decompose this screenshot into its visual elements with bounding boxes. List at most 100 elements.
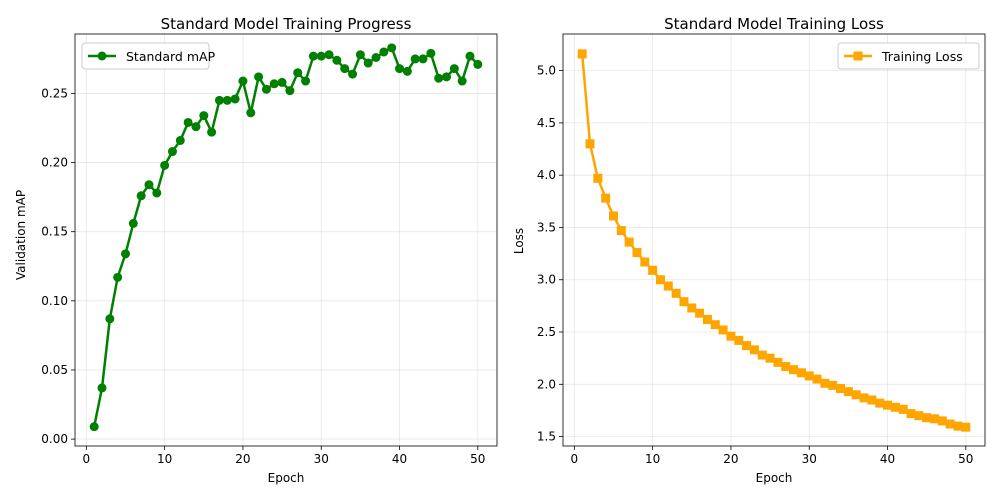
data-point xyxy=(261,84,271,94)
data-point xyxy=(387,43,397,53)
y-tick-label: 3.5 xyxy=(537,220,556,234)
data-point xyxy=(434,73,444,83)
data-point xyxy=(687,303,697,313)
y-tick-label: 0.25 xyxy=(41,86,68,100)
legend: Training Loss xyxy=(837,42,980,70)
data-point xyxy=(113,272,123,282)
data-point xyxy=(285,86,295,96)
x-tick-label: 10 xyxy=(645,452,660,466)
data-point xyxy=(348,69,358,79)
data-point xyxy=(199,111,209,121)
data-point xyxy=(890,402,900,412)
data-point xyxy=(671,288,681,298)
data-point xyxy=(961,422,971,432)
data-point xyxy=(757,350,767,360)
legend-box xyxy=(81,42,210,70)
data-point xyxy=(601,193,611,203)
y-tick-label: 0.20 xyxy=(41,156,68,170)
data-point xyxy=(836,383,846,393)
data-point xyxy=(710,320,720,330)
axes-frame xyxy=(562,33,986,447)
data-point xyxy=(616,226,626,236)
data-point xyxy=(875,398,885,408)
data-point xyxy=(105,314,115,324)
data-point xyxy=(593,173,603,183)
y-tick-label: 4.0 xyxy=(537,168,556,182)
data-point xyxy=(355,50,365,60)
x-tick-label: 40 xyxy=(392,452,407,466)
data-point xyxy=(230,94,240,104)
legend-marker-swatch xyxy=(853,51,863,61)
y-tick-label: 4.5 xyxy=(537,116,556,130)
data-point xyxy=(144,180,154,190)
x-tick-label: 20 xyxy=(723,452,738,466)
data-point xyxy=(883,400,893,410)
data-point xyxy=(254,72,264,82)
data-point xyxy=(152,188,162,198)
data-point xyxy=(301,76,311,86)
data-point xyxy=(679,297,689,307)
x-tick-label: 0 xyxy=(83,452,91,466)
data-point xyxy=(418,54,428,64)
x-axis-label: Epoch xyxy=(268,471,305,485)
data-point xyxy=(293,68,303,78)
y-axis-label: Validation mAP xyxy=(14,190,28,280)
data-point xyxy=(97,383,107,393)
data-point xyxy=(702,314,712,324)
data-point xyxy=(316,51,326,61)
data-point xyxy=(749,345,759,355)
y-tick-label: 3.0 xyxy=(537,273,556,287)
data-point xyxy=(789,365,799,375)
x-tick-label: 10 xyxy=(157,452,172,466)
data-point xyxy=(632,248,642,258)
x-axis-label: Epoch xyxy=(756,471,793,485)
data-point xyxy=(128,218,138,228)
data-point xyxy=(160,160,170,170)
legend-label: Training Loss xyxy=(881,49,963,64)
map-chart-panel: Standard Model Training Progress Epoch V… xyxy=(14,15,498,485)
data-point xyxy=(851,390,861,400)
data-point xyxy=(663,281,673,291)
legend-marker-swatch xyxy=(97,51,107,61)
x-tick-label: 40 xyxy=(880,452,895,466)
data-point xyxy=(269,79,279,89)
data-point xyxy=(820,378,830,388)
data-point xyxy=(945,419,955,429)
y-tick-label: 0.15 xyxy=(41,225,68,239)
data-point xyxy=(340,64,350,74)
data-point xyxy=(734,335,744,345)
data-point xyxy=(640,257,650,267)
y-tick-label: 0.10 xyxy=(41,294,68,308)
x-tick-label: 30 xyxy=(314,452,329,466)
data-point xyxy=(742,341,752,351)
data-point xyxy=(175,135,185,145)
data-point xyxy=(449,64,459,74)
data-point xyxy=(214,95,224,105)
data-point xyxy=(277,77,287,87)
data-point xyxy=(773,357,783,367)
data-point xyxy=(442,72,452,82)
x-tick-label: 30 xyxy=(802,452,817,466)
data-point xyxy=(191,122,201,132)
data-point xyxy=(608,211,618,221)
y-axis-label: Loss xyxy=(512,228,526,254)
y-tick-label: 2.0 xyxy=(537,377,556,391)
data-point xyxy=(167,147,177,157)
x-tick-label: 0 xyxy=(571,452,579,466)
chart-title: Standard Model Training Progress xyxy=(161,15,412,33)
data-point xyxy=(426,48,436,58)
legend-label: Standard mAP xyxy=(126,49,216,64)
data-point xyxy=(473,59,483,69)
data-point xyxy=(922,413,932,423)
data-point xyxy=(781,362,791,372)
data-point xyxy=(953,421,963,431)
data-point xyxy=(867,395,877,405)
data-point xyxy=(308,51,318,61)
legend: Standard mAP xyxy=(81,42,216,70)
data-point xyxy=(89,422,99,432)
data-point xyxy=(718,325,728,335)
data-point xyxy=(395,64,405,74)
data-point xyxy=(371,53,381,63)
data-point xyxy=(804,371,814,381)
